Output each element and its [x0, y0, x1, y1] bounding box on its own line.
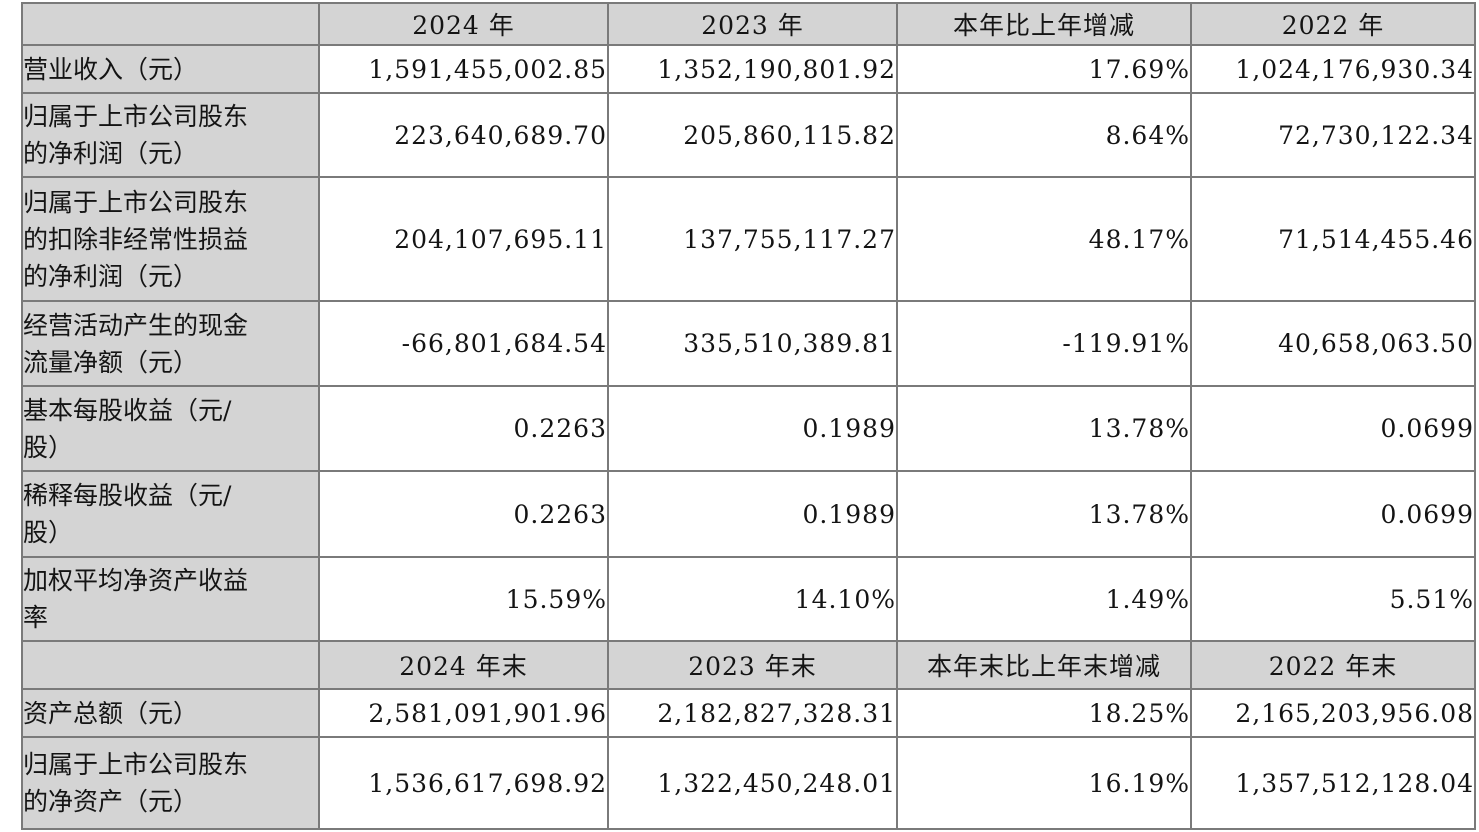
column-header-2023-end: 2023 年末 — [607, 640, 898, 690]
cell-value: -66,801,684.54 — [318, 300, 609, 387]
column-header-2022: 2022 年 — [1190, 2, 1476, 46]
cell-value: 0.2263 — [318, 470, 609, 558]
cell-value: 335,510,389.81 — [607, 300, 898, 387]
cell-value: 1,357,512,128.04 — [1190, 736, 1476, 830]
row-label: 营业收入（元） — [21, 44, 320, 94]
column-header-year-end-change: 本年末比上年末增减 — [896, 640, 1192, 690]
header-row-annual: 2024 年 2023 年 本年比上年增减 2022 年 — [21, 2, 1476, 46]
cell-value: 0.0699 — [1190, 385, 1476, 472]
column-header-yoy-change: 本年比上年增减 — [896, 2, 1192, 46]
row-label: 归属于上市公司股东 的净资产（元） — [21, 736, 320, 830]
financial-summary-table: 2024 年 2023 年 本年比上年增减 2022 年 营业收入（元） 1,5… — [21, 2, 1476, 830]
cell-value: 2,581,091,901.96 — [318, 688, 609, 738]
cell-value: 17.69% — [896, 44, 1192, 94]
cell-value: 8.64% — [896, 92, 1192, 178]
row-label: 归属于上市公司股东 的净利润（元） — [21, 92, 320, 178]
cell-value: 2,165,203,956.08 — [1190, 688, 1476, 738]
cell-value: 1,024,176,930.34 — [1190, 44, 1476, 94]
table-row-operating-cash-flow: 经营活动产生的现金 流量净额（元） -66,801,684.54 335,510… — [21, 300, 1476, 387]
cell-value: 71,514,455.46 — [1190, 176, 1476, 302]
table-row-diluted-eps: 稀释每股收益（元/ 股） 0.2263 0.1989 13.78% 0.0699 — [21, 470, 1476, 558]
column-header-2022-end: 2022 年末 — [1190, 640, 1476, 690]
cell-value: 0.2263 — [318, 385, 609, 472]
cell-value: 0.1989 — [607, 470, 898, 558]
table-row-total-assets: 资产总额（元） 2,581,091,901.96 2,182,827,328.3… — [21, 688, 1476, 738]
cell-value: 2,182,827,328.31 — [607, 688, 898, 738]
cell-value: 13.78% — [896, 470, 1192, 558]
row-label: 加权平均净资产收益 率 — [21, 556, 320, 642]
table-row-weighted-avg-roe: 加权平均净资产收益 率 15.59% 14.10% 1.49% 5.51% — [21, 556, 1476, 642]
row-label: 归属于上市公司股东 的扣除非经常性损益 的净利润（元） — [21, 176, 320, 302]
table-row-revenue: 营业收入（元） 1,591,455,002.85 1,352,190,801.9… — [21, 44, 1476, 94]
cell-value: 15.59% — [318, 556, 609, 642]
cell-value: 0.1989 — [607, 385, 898, 472]
cell-value: 5.51% — [1190, 556, 1476, 642]
cell-value: 18.25% — [896, 688, 1192, 738]
cell-value: 137,755,117.27 — [607, 176, 898, 302]
column-header-2024-end: 2024 年末 — [318, 640, 609, 690]
cell-value: 1,536,617,698.92 — [318, 736, 609, 830]
cell-value: 1,352,190,801.92 — [607, 44, 898, 94]
cell-value: 1,322,450,248.01 — [607, 736, 898, 830]
column-header-2024: 2024 年 — [318, 2, 609, 46]
cell-value: 13.78% — [896, 385, 1192, 472]
row-label: 稀释每股收益（元/ 股） — [21, 470, 320, 558]
cell-value: -119.91% — [896, 300, 1192, 387]
cell-value: 48.17% — [896, 176, 1192, 302]
table-row-net-profit-deducted: 归属于上市公司股东 的扣除非经常性损益 的净利润（元） 204,107,695.… — [21, 176, 1476, 302]
cell-value: 72,730,122.34 — [1190, 92, 1476, 178]
header-corner-cell — [21, 2, 320, 46]
cell-value: 223,640,689.70 — [318, 92, 609, 178]
cell-value: 0.0699 — [1190, 470, 1476, 558]
header-corner-cell — [21, 640, 320, 690]
row-label: 资产总额（元） — [21, 688, 320, 738]
cell-value: 16.19% — [896, 736, 1192, 830]
cell-value: 14.10% — [607, 556, 898, 642]
table-row-net-profit: 归属于上市公司股东 的净利润（元） 223,640,689.70 205,860… — [21, 92, 1476, 178]
row-label: 经营活动产生的现金 流量净额（元） — [21, 300, 320, 387]
cell-value: 204,107,695.11 — [318, 176, 609, 302]
cell-value: 1.49% — [896, 556, 1192, 642]
cell-value: 40,658,063.50 — [1190, 300, 1476, 387]
cell-value: 1,591,455,002.85 — [318, 44, 609, 94]
row-label: 基本每股收益（元/ 股） — [21, 385, 320, 472]
column-header-2023: 2023 年 — [607, 2, 898, 46]
table-row-net-assets: 归属于上市公司股东 的净资产（元） 1,536,617,698.92 1,322… — [21, 736, 1476, 830]
table-row-basic-eps: 基本每股收益（元/ 股） 0.2263 0.1989 13.78% 0.0699 — [21, 385, 1476, 472]
cell-value: 205,860,115.82 — [607, 92, 898, 178]
header-row-year-end: 2024 年末 2023 年末 本年末比上年末增减 2022 年末 — [21, 640, 1476, 690]
